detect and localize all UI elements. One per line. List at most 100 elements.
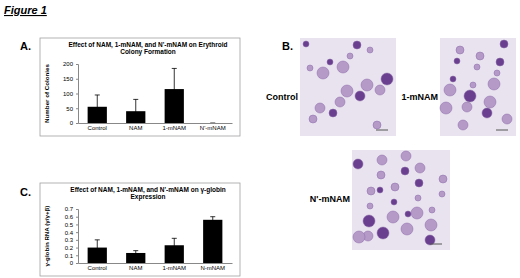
x-tick: N-mNAM [200, 263, 225, 271]
y-tick-mark [76, 108, 78, 109]
cell [377, 171, 385, 179]
cell [411, 207, 423, 219]
x-tick-label: NAM [129, 125, 142, 131]
error-bar [210, 217, 215, 223]
error-stem [97, 240, 98, 255]
panel-label: A. [20, 40, 31, 52]
error-cap [95, 94, 100, 95]
cell [401, 223, 413, 235]
y-tick-label: 0.2 [65, 245, 74, 251]
cell [454, 58, 460, 64]
cell [373, 121, 381, 129]
error-bar [172, 238, 177, 252]
chart: Effect of NAM, 1-mNAM, and N'-mNAM on Er… [40, 38, 240, 136]
y-tick-mark [76, 232, 78, 233]
cell [327, 59, 333, 65]
y-tick: 150 [63, 76, 78, 82]
micrograph [352, 150, 450, 250]
x-tick-label: NAM [129, 265, 142, 271]
y-tick: 100 [63, 91, 78, 97]
cell [415, 163, 425, 173]
x-tick-label: 1-mNAM [162, 125, 186, 131]
cell [464, 90, 476, 102]
cell [470, 82, 476, 88]
cell [381, 73, 393, 85]
cell [500, 40, 508, 48]
cell [444, 84, 456, 96]
cell [303, 41, 309, 47]
y-axis-title: γ-globin RNA (γ/γ+β) [43, 206, 50, 267]
y-tick: 0.3 [65, 237, 78, 243]
micrograph-bg [352, 150, 450, 250]
y-tick: 0 [70, 260, 78, 266]
plot-area [88, 217, 223, 263]
micrograph-label: 1-mNAM [401, 92, 438, 102]
cell [353, 41, 361, 49]
cell [439, 175, 447, 183]
y-tick: 0.4 [65, 230, 78, 236]
x-axis: Control NAM 1-mNAM N'-mNAM [79, 123, 233, 131]
x-tick: Control [88, 123, 107, 131]
cell [377, 187, 383, 193]
error-bar [172, 68, 177, 109]
y-tick: 200 [63, 61, 78, 67]
y-axis-line [76, 65, 79, 124]
micrograph-bg [440, 38, 516, 136]
chart-title: Effect of NAM, 1-mNAM, and N'-mNAM on Er… [69, 41, 228, 56]
chart-title: Effect of NAM, 1-mNAM, and N'-mNAM on γ-… [70, 186, 225, 201]
cell [401, 151, 411, 161]
cell [482, 108, 492, 118]
y-tick: 0 [70, 120, 78, 126]
cell [474, 64, 480, 70]
x-tick: N'-mNAM [200, 123, 226, 131]
cell [341, 85, 353, 97]
error-bar [95, 240, 100, 255]
y-tick: 50 [66, 106, 78, 112]
scale-bar [376, 130, 388, 131]
y-axis: 00.10.20.30.40.50.60.7 [65, 206, 79, 266]
error-cap [133, 99, 138, 100]
y-tick-mark [76, 240, 78, 241]
cell [458, 120, 468, 130]
y-tick-label: 150 [63, 76, 74, 82]
cell [415, 195, 421, 201]
bar [203, 123, 222, 124]
x-tick-label: Control [88, 125, 107, 131]
cell [367, 47, 373, 53]
cell [425, 219, 437, 231]
x-tick: NAM [129, 123, 142, 131]
y-tick-mark [76, 123, 78, 124]
x-tick-label: N-mNAM [200, 265, 225, 271]
figure-label: Figure 1 [4, 4, 47, 16]
error-cap [133, 250, 138, 251]
panel-label: C. [20, 186, 31, 198]
cell [494, 70, 500, 76]
y-tick-label: 200 [63, 61, 74, 67]
y-tick-label: 0.5 [65, 222, 74, 228]
y-tick-mark [76, 263, 78, 264]
error-stem [97, 95, 98, 119]
y-tick-label: 0.3 [65, 237, 74, 243]
error-stem [135, 251, 136, 256]
cell [456, 46, 464, 54]
y-tick-mark [76, 224, 78, 225]
scale-bar [430, 244, 442, 245]
x-tick-label: 1-mNAM [162, 265, 186, 271]
cell [317, 67, 329, 79]
y-tick: 0.5 [65, 222, 78, 228]
cell [462, 102, 472, 112]
micrograph-label: Control [266, 92, 298, 102]
error-stem [174, 238, 175, 252]
y-tick-label: 100 [63, 91, 74, 97]
cell [387, 211, 399, 223]
plot-area [88, 68, 216, 123]
y-axis-title: Number of Colonies [43, 64, 50, 123]
figure: Figure 1 A. B. C. Control 1-mNAM N'-mNAM Effect… [0, 0, 520, 278]
cell [440, 102, 452, 114]
cell [391, 199, 397, 205]
panel-label: B. [282, 40, 293, 52]
cell [429, 207, 435, 213]
micrograph-label: N'-mNAM [310, 194, 350, 204]
y-tick-label: 0.7 [65, 206, 74, 212]
y-tick-mark [76, 248, 78, 249]
